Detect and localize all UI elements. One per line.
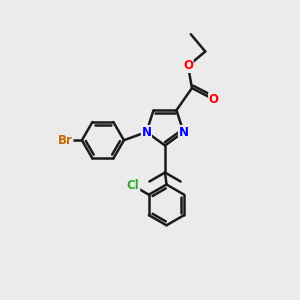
- Text: N: N: [178, 125, 188, 139]
- Text: O: O: [209, 93, 219, 106]
- Text: N: N: [142, 125, 152, 139]
- Text: Cl: Cl: [127, 179, 140, 192]
- Text: O: O: [183, 59, 193, 72]
- Text: Br: Br: [58, 134, 73, 147]
